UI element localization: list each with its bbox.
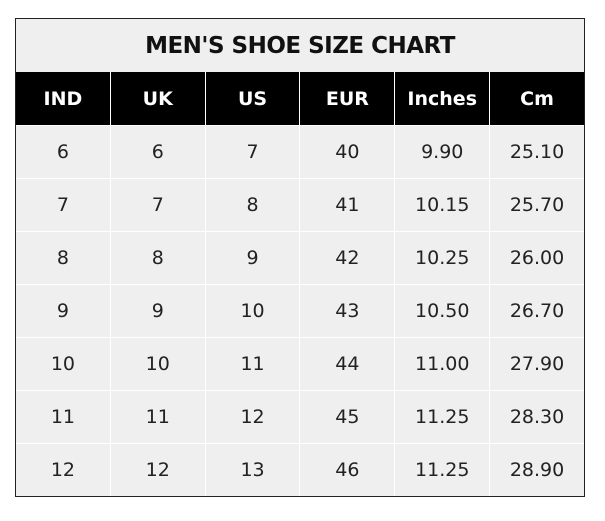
table-cell: 46 [300,443,396,496]
table-cell: 25.10 [490,125,584,178]
table-cell: 10 [16,337,111,390]
table-cell: 27.90 [490,337,584,390]
table-cell: 9 [205,231,301,284]
table-row: 8 8 9 42 10.25 26.00 [16,231,584,284]
column-header: UK [110,72,206,125]
table-cell: 28.30 [490,390,584,443]
table-cell: 8 [110,231,206,284]
table-cell: 11 [205,337,301,390]
table-cell: 8 [16,231,111,284]
table-cell: 44 [300,337,396,390]
table-row: 7 7 8 41 10.15 25.70 [16,178,584,231]
table-cell: 26.70 [490,284,584,337]
table-cell: 9 [110,284,206,337]
table-cell: 25.70 [490,178,584,231]
table-cell: 41 [300,178,396,231]
table-cell: 6 [110,125,206,178]
table-cell: 12 [110,443,206,496]
table-cell: 11.00 [395,337,491,390]
size-chart-table: MEN'S SHOE SIZE CHART IND UK US EUR Inches Cm… [15,18,585,497]
column-header: Inches [395,72,491,125]
table-cell: 10.50 [395,284,491,337]
table-cell: 7 [16,178,111,231]
table-cell: 11.25 [395,390,491,443]
table-cell: 7 [205,125,301,178]
table-row: 11 11 12 45 11.25 28.30 [16,390,584,443]
table-row: 12 12 13 46 11.25 28.90 [16,443,584,496]
column-header: EUR [300,72,396,125]
table-cell: 11 [16,390,111,443]
table-cell: 10.15 [395,178,491,231]
table-cell: 26.00 [490,231,584,284]
table-cell: 7 [110,178,206,231]
table-cell: 9.90 [395,125,491,178]
table-cell: 42 [300,231,396,284]
table-body: 6 6 7 40 9.90 25.10 7 7 8 41 10.15 25.70 8 8 9 42 10.25 2… [16,125,584,496]
table-cell: 10.25 [395,231,491,284]
table-cell: 45 [300,390,396,443]
table-cell: 10 [110,337,206,390]
column-header: Cm [490,72,584,125]
table-title: MEN'S SHOE SIZE CHART [145,32,455,59]
column-header: US [205,72,301,125]
table-row: 9 9 10 43 10.50 26.70 [16,284,584,337]
table-cell: 40 [300,125,396,178]
table-cell: 12 [16,443,111,496]
column-header: IND [16,72,111,125]
table-cell: 9 [16,284,111,337]
table-cell: 11 [110,390,206,443]
table-cell: 28.90 [490,443,584,496]
table-cell: 10 [205,284,301,337]
table-row: 6 6 7 40 9.90 25.10 [16,125,584,178]
table-row: 10 10 11 44 11.00 27.90 [16,337,584,390]
table-cell: 6 [16,125,111,178]
table-cell: 13 [205,443,301,496]
table-cell: 12 [205,390,301,443]
header-row: IND UK US EUR Inches Cm [16,72,584,125]
table-cell: 43 [300,284,396,337]
table-cell: 11.25 [395,443,491,496]
table-cell: 8 [205,178,301,231]
